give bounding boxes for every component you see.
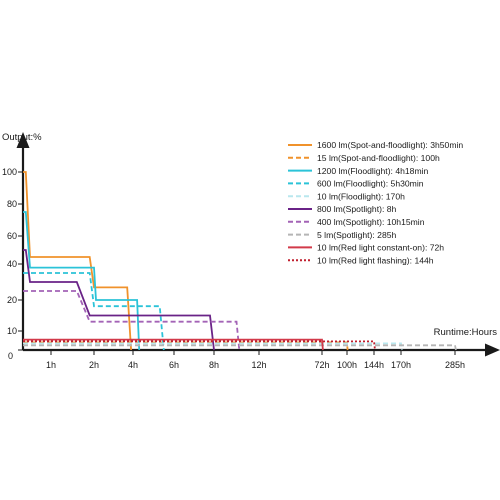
y-tick-label: 100	[2, 167, 17, 177]
x-tick-label: 170h	[391, 360, 411, 370]
legend-label: 15 lm(Spot-and-floodlight): 100h	[317, 153, 440, 163]
x-tick-label: 4h	[128, 360, 138, 370]
x-tick-label: 1h	[46, 360, 56, 370]
y-tick-label: 60	[7, 231, 17, 241]
y-axis-arrow	[16, 132, 30, 148]
series-line-5	[23, 342, 403, 351]
series-line-2	[23, 341, 349, 351]
legend-label: 400 lm(Spotlight): 10h15min	[317, 217, 425, 227]
x-ticks: 1h 2h 4h 6h 8h 12h 72h 100h 144h 170h 28…	[46, 350, 465, 370]
x-tick-label: 8h	[209, 360, 219, 370]
y-ticks: 0 10 20 40 60 80 100	[2, 167, 23, 361]
y-tick-label: 40	[7, 259, 17, 269]
legend-label: 10 lm(Floodlight): 170h	[317, 191, 405, 201]
legend-label: 5 lm(Spotlight): 285h	[317, 230, 397, 240]
series-line-1	[23, 171, 132, 351]
x-tick-label: 2h	[89, 360, 99, 370]
x-tick-label: 285h	[445, 360, 465, 370]
series-line-4	[23, 272, 165, 351]
legend-label: 10 lm(Red light constant-on): 72h	[317, 243, 444, 253]
legend-label: 800 lm(Spotlight): 8h	[317, 204, 397, 214]
series-line-3	[23, 211, 141, 351]
y-tick-label: 10	[7, 326, 17, 336]
y-tick-label: 80	[7, 199, 17, 209]
y-tick-label: 0	[8, 351, 13, 361]
legend-label: 600 lm(Floodlight): 5h30min	[317, 179, 424, 189]
series-line-7	[23, 290, 241, 351]
series-layer	[23, 171, 457, 351]
y-axis-label: Output:%	[2, 132, 42, 143]
y-tick-label: 20	[7, 295, 17, 305]
legend-label: 1200 lm(Floodlight): 4h18min	[317, 166, 429, 176]
x-axis-label: Runtime:Hours	[434, 327, 498, 338]
x-tick-label: 144h	[364, 360, 384, 370]
x-axis-arrow	[485, 343, 500, 357]
x-tick-label: 6h	[169, 360, 179, 370]
axes	[16, 132, 500, 357]
x-tick-label: 12h	[251, 360, 266, 370]
series-line-8	[23, 344, 457, 351]
legend-label: 10 lm(Red light flashing): 144h	[317, 255, 434, 265]
legend-label: 1600 lm(Spot-and-floodlight): 3h50min	[317, 140, 463, 150]
series-line-9	[23, 338, 324, 351]
x-tick-label: 72h	[314, 360, 329, 370]
legend: 1600 lm(Spot-and-floodlight): 3h50min 15 …	[288, 140, 463, 265]
series-line-6	[23, 249, 215, 351]
x-tick-label: 100h	[337, 360, 357, 370]
series-line-10	[23, 340, 376, 351]
